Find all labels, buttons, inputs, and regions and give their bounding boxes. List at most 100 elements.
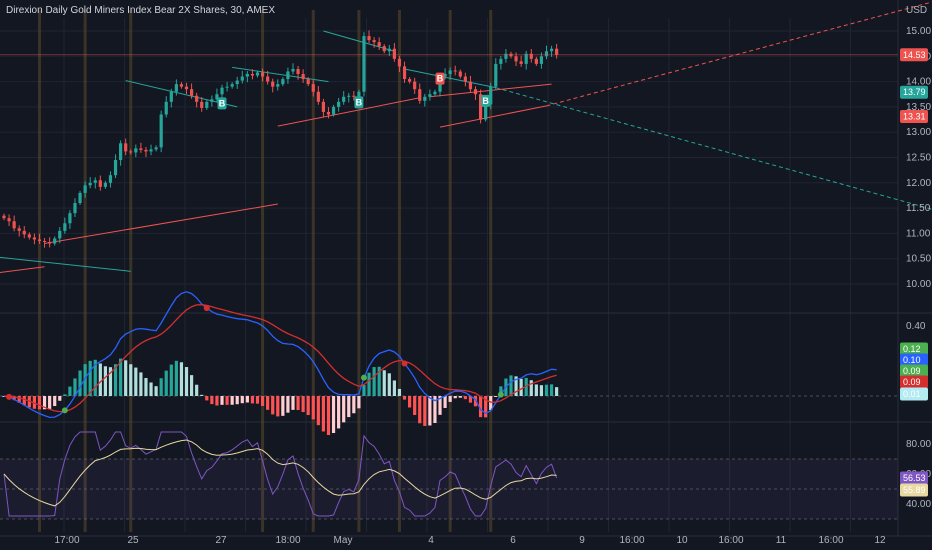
candle[interactable] bbox=[205, 101, 209, 108]
candle[interactable] bbox=[347, 95, 351, 97]
candle[interactable] bbox=[215, 94, 219, 100]
candle[interactable] bbox=[372, 40, 376, 43]
candle[interactable] bbox=[413, 81, 417, 90]
candle[interactable] bbox=[281, 79, 285, 85]
candle[interactable] bbox=[159, 114, 163, 148]
candle[interactable] bbox=[22, 230, 26, 235]
candle[interactable] bbox=[195, 95, 199, 102]
candle[interactable] bbox=[271, 81, 275, 87]
candle[interactable] bbox=[448, 70, 452, 75]
candle[interactable] bbox=[210, 99, 214, 102]
candle[interactable] bbox=[225, 86, 229, 88]
candle[interactable] bbox=[83, 185, 87, 193]
candle[interactable] bbox=[63, 223, 67, 231]
candle[interactable] bbox=[53, 238, 57, 244]
candle[interactable] bbox=[489, 86, 493, 105]
candle[interactable] bbox=[32, 237, 37, 240]
candle[interactable] bbox=[139, 148, 143, 150]
candle[interactable] bbox=[291, 68, 295, 72]
candle[interactable] bbox=[154, 147, 158, 150]
candle[interactable] bbox=[428, 94, 432, 97]
candle[interactable] bbox=[352, 95, 356, 97]
candle[interactable] bbox=[423, 96, 427, 101]
trend-line[interactable] bbox=[495, 87, 932, 211]
trend-line[interactable] bbox=[323, 30, 395, 52]
candle[interactable] bbox=[113, 160, 118, 176]
candle[interactable] bbox=[17, 228, 21, 231]
candle[interactable] bbox=[37, 239, 42, 241]
candle[interactable] bbox=[544, 51, 549, 57]
candle[interactable] bbox=[453, 70, 457, 72]
candle[interactable] bbox=[316, 91, 320, 102]
candle[interactable] bbox=[529, 53, 533, 59]
candle[interactable] bbox=[220, 87, 224, 95]
candle[interactable] bbox=[331, 106, 336, 115]
candle[interactable] bbox=[93, 180, 97, 183]
rsi-pane[interactable] bbox=[0, 431, 898, 520]
rsi-ma-line[interactable] bbox=[3, 439, 557, 507]
candle[interactable] bbox=[169, 91, 173, 102]
price-axis[interactable]: 15.0014.5014.0013.5013.0012.5012.0011.50… bbox=[900, 26, 931, 510]
macd-pane[interactable]: 0.40 bbox=[0, 291, 926, 436]
candle[interactable] bbox=[260, 72, 265, 77]
candle[interactable] bbox=[301, 74, 305, 80]
trend-line[interactable] bbox=[439, 105, 547, 128]
candle[interactable] bbox=[7, 218, 11, 222]
candle[interactable] bbox=[342, 96, 346, 102]
candles[interactable] bbox=[0, 30, 898, 248]
trend-lines[interactable] bbox=[0, 1, 932, 274]
candle[interactable] bbox=[266, 76, 270, 82]
candle[interactable] bbox=[58, 230, 62, 239]
candle[interactable] bbox=[478, 94, 483, 120]
candle[interactable] bbox=[103, 182, 107, 187]
trend-line[interactable] bbox=[44, 203, 278, 245]
candle[interactable] bbox=[382, 46, 386, 52]
candle[interactable] bbox=[534, 58, 538, 64]
candle[interactable] bbox=[362, 36, 366, 92]
candle[interactable] bbox=[306, 79, 310, 85]
candle[interactable] bbox=[42, 240, 47, 243]
candle[interactable] bbox=[88, 182, 92, 186]
candle[interactable] bbox=[240, 76, 244, 81]
candle[interactable] bbox=[296, 68, 300, 75]
candle[interactable] bbox=[129, 151, 133, 153]
candle[interactable] bbox=[443, 74, 447, 77]
candle[interactable] bbox=[230, 84, 234, 87]
candle[interactable] bbox=[397, 58, 402, 67]
candle[interactable] bbox=[468, 81, 473, 90]
candle[interactable] bbox=[200, 101, 204, 108]
macd-line[interactable] bbox=[3, 291, 557, 419]
candle[interactable] bbox=[250, 74, 255, 76]
candle[interactable] bbox=[124, 143, 128, 152]
candle[interactable] bbox=[524, 53, 528, 64]
candle[interactable] bbox=[326, 111, 331, 115]
trend-line[interactable] bbox=[0, 256, 131, 272]
candle[interactable] bbox=[321, 101, 326, 112]
candle[interactable] bbox=[245, 74, 249, 77]
candle[interactable] bbox=[555, 48, 559, 55]
candle[interactable] bbox=[235, 80, 239, 85]
candle[interactable] bbox=[276, 84, 280, 87]
candle[interactable] bbox=[433, 91, 437, 95]
candle[interactable] bbox=[184, 86, 189, 90]
candle[interactable] bbox=[98, 180, 102, 187]
candle[interactable] bbox=[2, 215, 6, 219]
candle[interactable] bbox=[504, 53, 508, 59]
candle[interactable] bbox=[387, 48, 391, 52]
candle[interactable] bbox=[174, 84, 178, 92]
candle[interactable] bbox=[337, 101, 341, 107]
candle[interactable] bbox=[367, 36, 371, 41]
candle[interactable] bbox=[463, 76, 467, 82]
candle[interactable] bbox=[48, 242, 52, 244]
candle[interactable] bbox=[164, 101, 168, 115]
candle[interactable] bbox=[392, 48, 396, 59]
candle[interactable] bbox=[377, 42, 381, 47]
signal-line[interactable] bbox=[3, 304, 557, 413]
candle[interactable] bbox=[12, 221, 16, 229]
candle[interactable] bbox=[78, 192, 82, 204]
candle[interactable] bbox=[134, 148, 138, 153]
candle[interactable] bbox=[255, 72, 260, 76]
candle[interactable] bbox=[484, 104, 488, 120]
